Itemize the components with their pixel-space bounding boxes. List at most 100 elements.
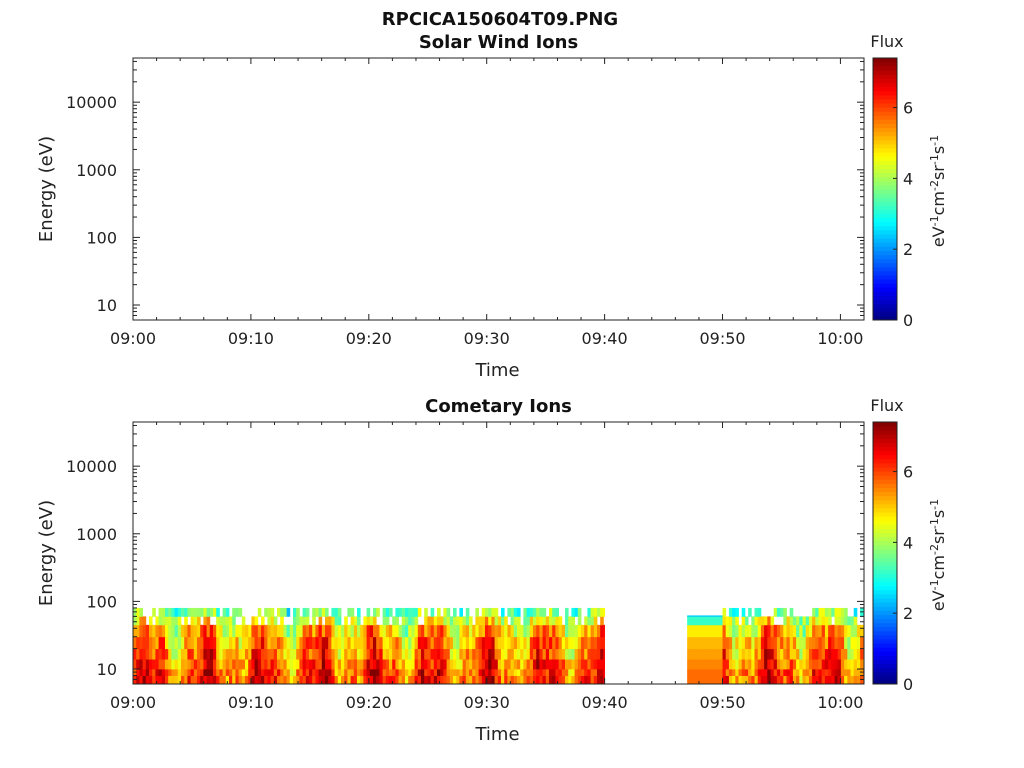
heatmap-cell — [222, 675, 227, 685]
heatmap-cell — [577, 636, 582, 650]
heatmap-cell — [549, 675, 553, 685]
heatmap-cell — [712, 636, 717, 650]
heatmap-cell — [555, 636, 559, 650]
heatmap-cell — [600, 648, 604, 660]
heatmap-cell — [574, 636, 579, 650]
heatmap-cell — [590, 675, 595, 685]
heatmap-cell — [581, 675, 585, 685]
heatmap-cell — [347, 659, 351, 670]
heatmap-cell — [844, 607, 848, 617]
heatmap-cell — [296, 675, 300, 685]
heatmap-cell — [350, 624, 355, 638]
heatmap-cell — [309, 624, 313, 638]
heatmap-cell — [168, 648, 172, 660]
heatmap-cell — [424, 669, 428, 676]
heatmap-cell — [494, 624, 499, 638]
heatmap-cell — [574, 624, 579, 638]
heatmap-cell — [520, 636, 524, 650]
heatmap-cell — [392, 675, 396, 685]
heatmap-cell — [837, 636, 842, 650]
heatmap-cell — [728, 636, 733, 650]
heatmap-cell — [229, 616, 233, 626]
heatmap-cell — [802, 648, 807, 660]
heatmap-cell — [728, 659, 733, 670]
heatmap-cell — [174, 624, 179, 638]
heatmap-cell — [209, 624, 214, 638]
heatmap-cell — [808, 659, 813, 670]
heatmap-cell — [235, 648, 239, 660]
colorbar-title: Flux — [870, 32, 903, 51]
heatmap-cell — [261, 659, 265, 670]
heatmap-cell — [171, 607, 175, 617]
colorbar-tick-label: 6 — [903, 99, 913, 118]
heatmap-cell — [389, 648, 393, 660]
heatmap-cell — [796, 659, 800, 670]
heatmap-cell — [568, 636, 572, 650]
heatmap-cell — [764, 659, 768, 670]
heatmap-cell — [142, 659, 147, 670]
heatmap-cell — [824, 607, 829, 617]
heatmap-cell — [744, 669, 749, 676]
heatmap-cell — [270, 616, 275, 626]
heatmap-cell — [828, 616, 832, 626]
heatmap-cell — [197, 669, 201, 676]
heatmap-cell — [738, 624, 743, 638]
heatmap-cell — [735, 636, 739, 650]
y-tick-label: 10 — [97, 660, 117, 679]
heatmap-cell — [703, 615, 707, 617]
heatmap-cell — [190, 669, 195, 676]
heatmap-cell — [558, 675, 563, 685]
heatmap-cell — [767, 648, 771, 660]
heatmap-cell — [267, 659, 271, 670]
heatmap-cell — [190, 636, 195, 650]
heatmap-cell — [808, 669, 813, 676]
y-tick-label: 10000 — [66, 93, 117, 112]
heatmap-cell — [414, 607, 419, 617]
heatmap-cell — [190, 648, 195, 660]
heatmap-cell — [411, 659, 415, 670]
heatmap-cell — [561, 624, 566, 638]
heatmap-cell — [427, 648, 431, 660]
heatmap-cell — [703, 669, 707, 676]
heatmap-cell — [853, 624, 858, 638]
heatmap-cell — [501, 607, 505, 617]
heatmap-cell — [209, 607, 214, 617]
heatmap-cell — [289, 648, 294, 660]
heatmap-cell — [786, 648, 791, 660]
heatmap-cell — [735, 669, 739, 676]
heatmap-cell — [158, 616, 163, 626]
heatmap-cell — [529, 648, 534, 660]
heatmap-cell — [536, 607, 540, 617]
heatmap-cell — [171, 675, 175, 685]
heatmap-cell — [289, 636, 294, 650]
heatmap-cell — [561, 669, 566, 676]
heatmap-cell — [703, 624, 707, 638]
heatmap-cell — [344, 624, 348, 638]
heatmap-cell — [197, 607, 201, 617]
heatmap-cell — [520, 669, 524, 676]
heatmap-cell — [587, 616, 591, 626]
heatmap-cell — [344, 659, 348, 670]
heatmap-cell — [687, 648, 691, 660]
heatmap-cell — [735, 616, 739, 626]
heatmap-cell — [526, 607, 531, 617]
heatmap-cell — [824, 648, 829, 660]
heatmap-cell — [844, 669, 848, 676]
heatmap-cell — [219, 648, 223, 660]
heatmap-cell — [357, 659, 361, 670]
heatmap-cell — [754, 607, 759, 617]
heatmap-cell — [459, 607, 463, 617]
heatmap-cell — [401, 648, 406, 660]
heatmap-cell — [353, 675, 358, 685]
heatmap-cell — [408, 669, 412, 676]
heatmap-cell — [715, 648, 720, 660]
heatmap-cell — [587, 636, 591, 650]
heatmap-cell — [206, 616, 211, 626]
heatmap-cell — [286, 659, 291, 670]
colorbar-cell — [873, 622, 897, 628]
heatmap-cell — [251, 669, 255, 676]
heatmap-cell — [318, 659, 323, 670]
heatmap-cell — [520, 624, 524, 638]
heatmap-cell — [542, 616, 547, 626]
heatmap-cell — [760, 624, 765, 638]
